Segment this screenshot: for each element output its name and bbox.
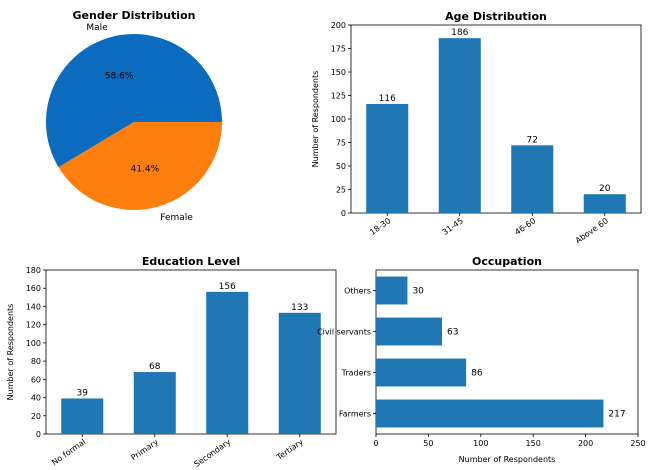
edu-ylabel: Number of Respondents [6,304,15,401]
age-bar [366,103,409,213]
edu-ytick-label: 60 [31,375,41,384]
edu-value-label: 39 [77,388,89,398]
occupation-barh-chart: Occupation 0 50 100 150 200 250 217 Farmers 86 Tra… [317,255,646,464]
occ-ytick-label: Civil servants [317,328,371,337]
pie-slice-male [45,33,223,168]
age-xtick-label: 46-60 [513,216,537,237]
edu-xtick-label: No formal [50,437,87,467]
occ-ytick-label: Farmers [339,410,371,419]
edu-value-label: 68 [149,362,161,372]
age-bar [511,145,554,213]
pie-category-label: Male [86,23,108,33]
edu-value-label: 133 [291,303,308,313]
occ-xtick-label: 0 [373,439,378,448]
edu-ytick-label: 100 [26,339,41,348]
age-value-label: 186 [451,28,468,38]
occ-xtick-label: 50 [423,439,433,448]
pie-title: Gender Distribution [73,9,196,22]
occ-plot-frame [375,269,639,435]
edu-plot-frame [45,269,337,435]
age-ytick-label: 75 [336,139,346,148]
edu-bar [278,312,321,434]
edu-bar [61,398,104,434]
occ-value-label: 30 [412,287,424,297]
pie-category-label: Female [160,213,193,223]
edu-ytick-label: 20 [31,412,41,421]
edu-xtick-label: Tertiary [274,437,305,462]
edu-value-label: 156 [219,282,236,292]
edu-ytick-label: 140 [26,302,41,311]
pie-slice-female [58,122,222,210]
age-bar [583,194,626,213]
edu-title: Education Level [142,255,240,268]
occ-xtick-label: 200 [578,439,593,448]
occ-xlabel: Number of Respondents [459,455,556,464]
age-ytick-label: 200 [331,21,346,30]
occ-xtick-label: 250 [630,439,645,448]
age-xtick-label: Above 60 [574,216,610,245]
edu-bar [133,372,176,434]
age-ytick-label: 150 [331,68,346,77]
edu-ytick-label: 0 [36,430,41,439]
age-ytick-label: 100 [331,115,346,124]
edu-ytick-label: 40 [31,394,41,403]
edu-xtick-label: Primary [129,437,160,462]
age-bar [438,38,481,213]
occ-value-label: 217 [608,410,625,420]
pie-pct-label: 58.6% [105,71,134,81]
occ-xtick-label: 100 [473,439,488,448]
occ-xtick-label: 150 [526,439,541,448]
age-xtick-label: 18-30 [368,216,392,237]
edu-bar [206,291,249,434]
age-value-label: 20 [599,184,611,194]
occ-title: Occupation [472,255,542,268]
age-value-label: 72 [527,135,538,145]
age-ylabel: Number of Respondents [311,71,320,168]
age-xtick-label: 31-45 [441,216,465,237]
age-ytick-label: 175 [331,45,346,54]
edu-ytick-label: 160 [26,284,41,293]
edu-ytick-label: 80 [31,357,41,366]
occ-ytick-label: Traders [341,369,371,378]
pie-pct-label: 41.4% [131,165,160,175]
occ-ytick-label: Others [344,287,371,296]
occ-bar [376,317,443,346]
occ-bar [376,358,467,387]
gender-pie-chart: Gender Distribution 58.6% Male 41.4% Female [45,9,223,223]
edu-ytick-label: 120 [26,321,41,330]
edu-xtick-label: Secondary [193,437,233,469]
education-bar-chart: Education Level 0 20 40 60 80 100 120 140 160 180 3… [6,255,337,469]
age-title: Age Distribution [445,10,547,23]
occ-bar [376,276,408,305]
edu-ytick-label: 180 [26,266,41,275]
occ-value-label: 86 [471,369,483,379]
occ-value-label: 63 [447,328,458,338]
age-ytick-label: 125 [331,92,346,101]
age-value-label: 116 [379,94,396,104]
age-ytick-label: 0 [341,209,346,218]
age-ytick-label: 25 [336,186,346,195]
age-bar-chart: Age Distribution 0 25 50 75 100 125 150 175 200 11… [311,10,642,245]
age-ytick-label: 50 [336,162,346,171]
occ-bar [376,399,604,428]
